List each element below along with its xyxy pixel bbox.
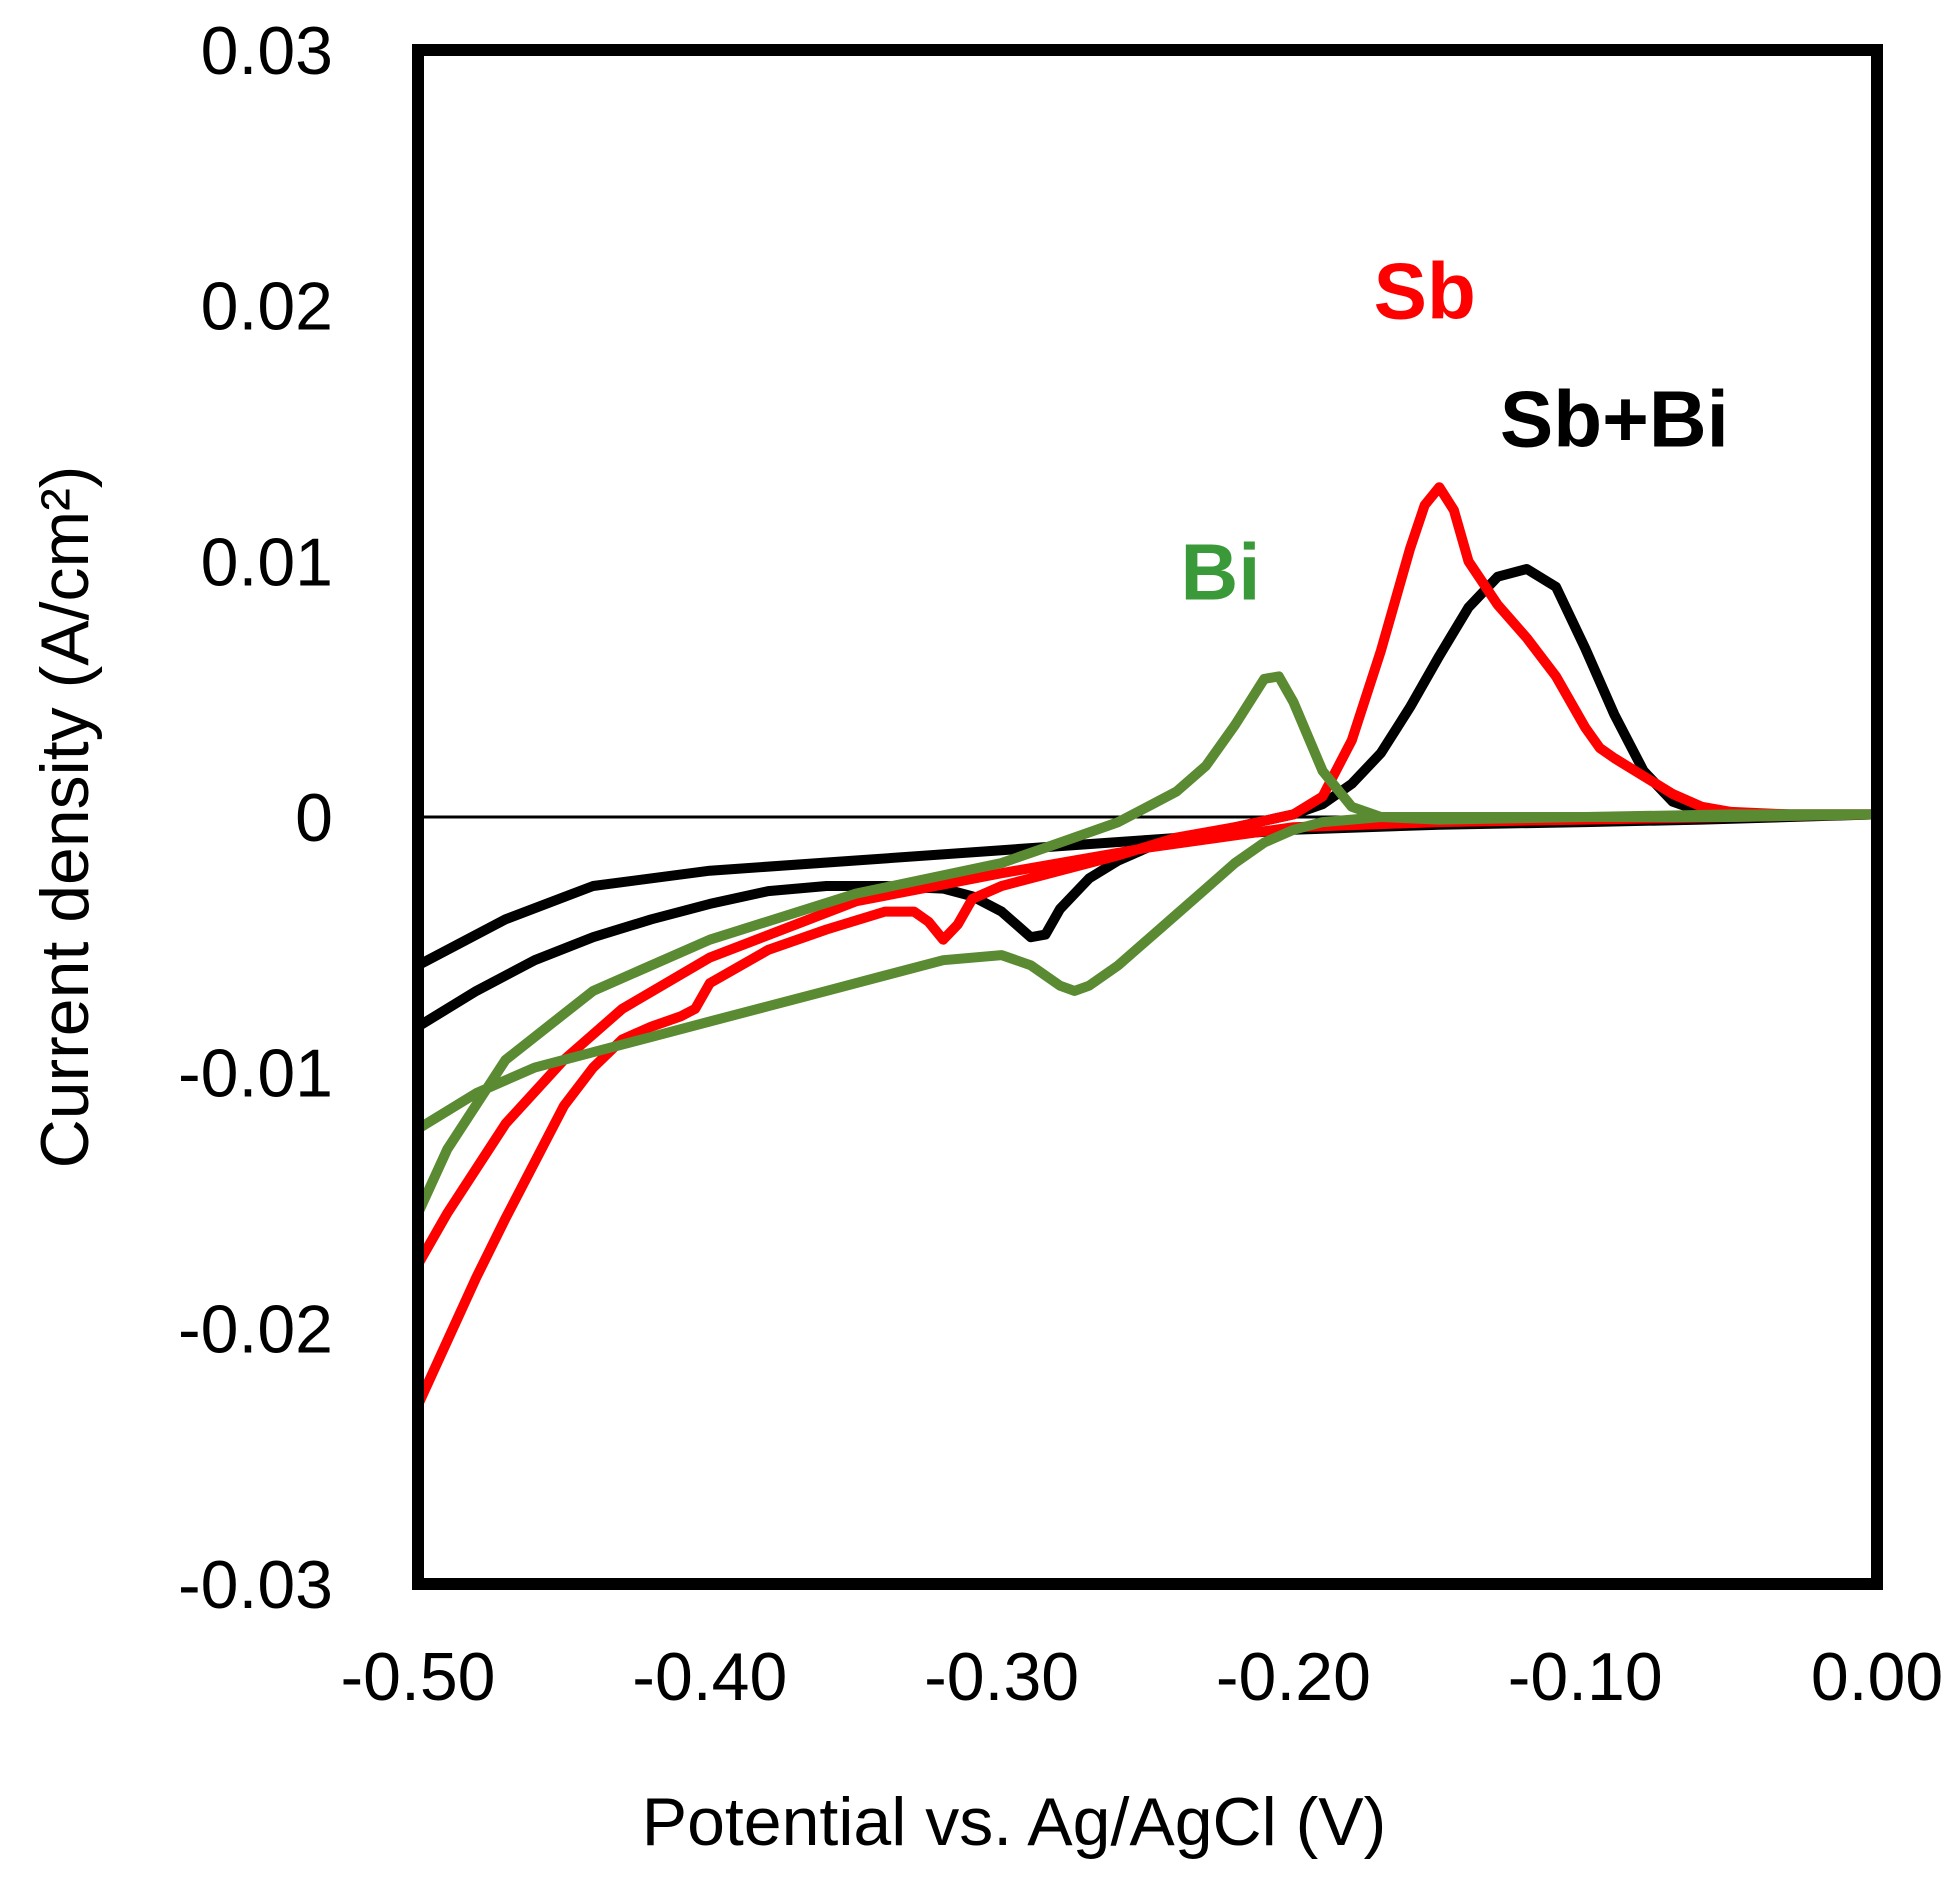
y-axis-title: Current density (A/cm²) — [27, 466, 103, 1169]
series-label-bi: Bi — [1180, 528, 1260, 617]
y-tick-label: 0.02 — [201, 269, 333, 345]
y-tick-label: 0.03 — [201, 13, 333, 89]
x-axis-title: Potential vs. Ag/AgCl (V) — [642, 1784, 1387, 1860]
y-tick-label: -0.02 — [178, 1291, 333, 1367]
x-tick-label: -0.20 — [1216, 1639, 1371, 1715]
x-tick-label: -0.40 — [632, 1639, 787, 1715]
series-line-bi — [413, 671, 1882, 1219]
x-tick-label: -0.30 — [924, 1639, 1079, 1715]
series-line-sb-bi — [413, 564, 1882, 1032]
y-tick-label: -0.03 — [178, 1547, 333, 1623]
y-tick-label: 0 — [295, 780, 333, 856]
series-label-sb: Sb — [1374, 246, 1476, 335]
series-label-sb-bi: Sb+Bi — [1500, 374, 1729, 463]
plot-area-frame — [412, 44, 1883, 1590]
y-tick-label: 0.01 — [201, 524, 333, 600]
x-tick-label: -0.10 — [1508, 1639, 1663, 1715]
y-tick-label: -0.01 — [178, 1036, 333, 1112]
series-line-sb — [413, 482, 1882, 1410]
x-tick-label: 0.00 — [1811, 1639, 1943, 1715]
x-tick-label: -0.50 — [341, 1639, 496, 1715]
